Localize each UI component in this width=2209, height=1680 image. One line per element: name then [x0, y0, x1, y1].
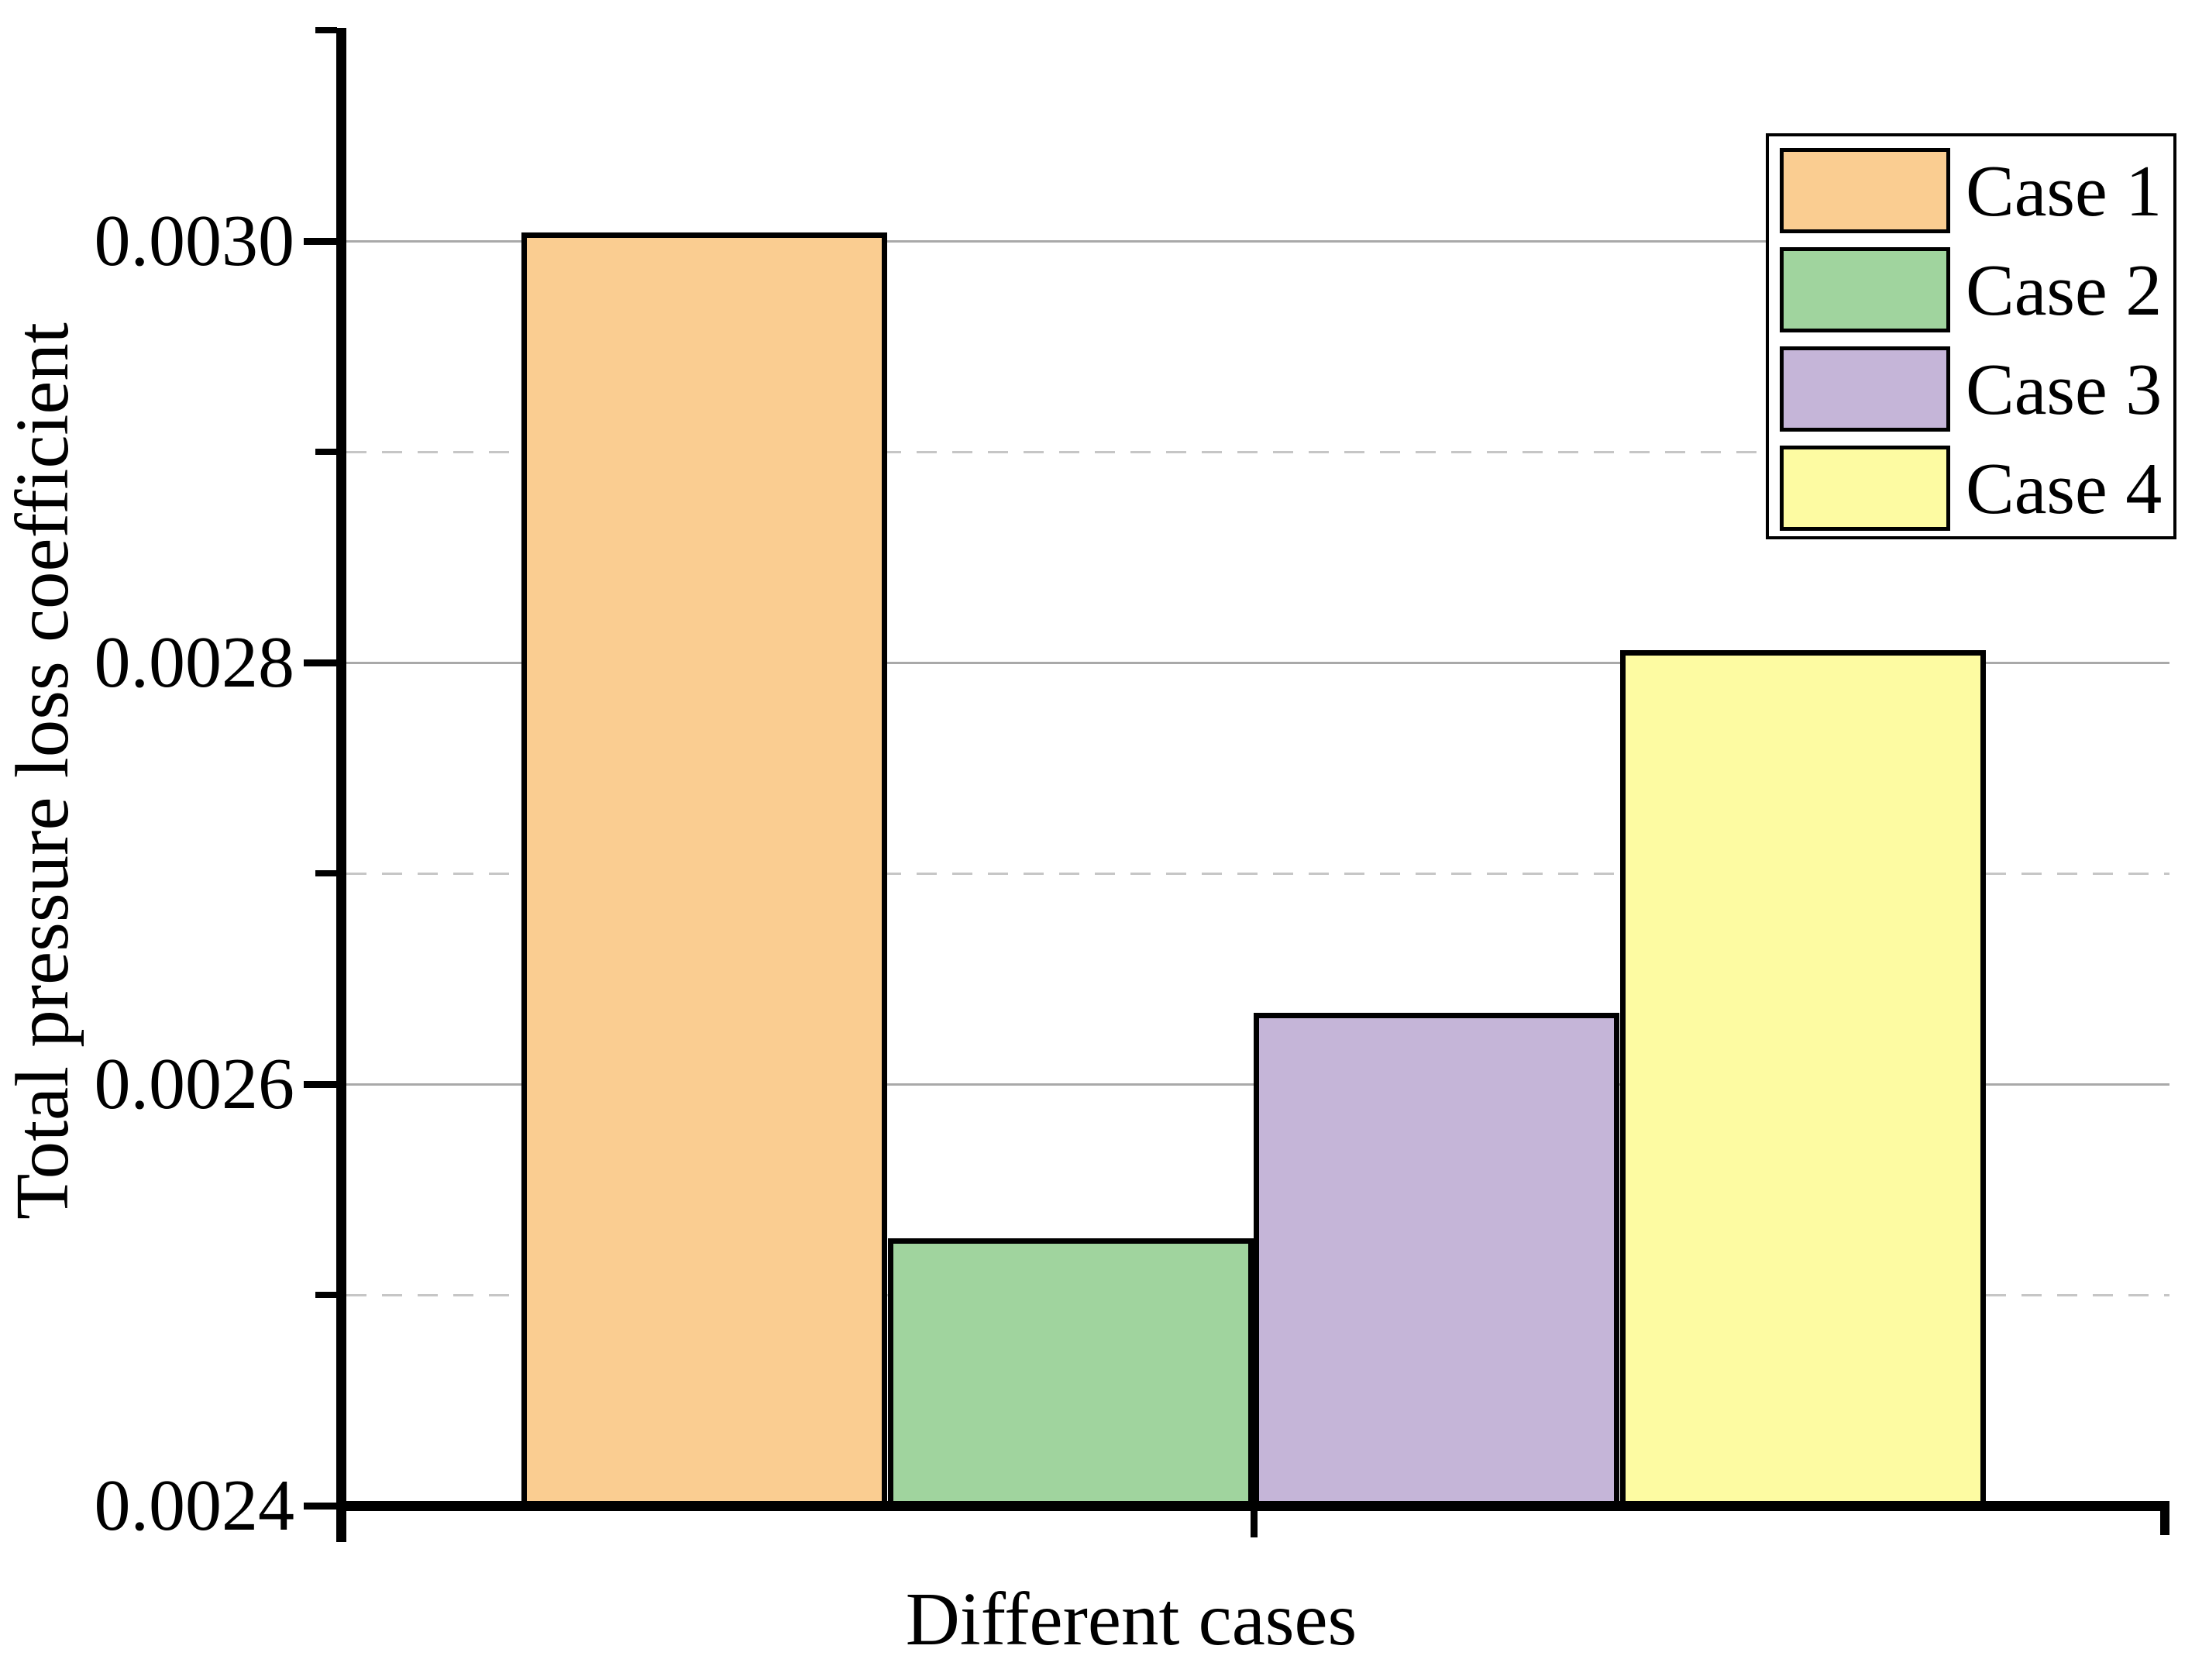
legend-row-case-3: Case 3 [1769, 346, 2173, 432]
legend-row-case-4: Case 4 [1769, 446, 2173, 531]
x-axis-end-tick [2160, 1506, 2169, 1535]
y-tick-minor-0031 [315, 27, 337, 33]
bar-case-2 [888, 1238, 1254, 1511]
y-tick-major-0026 [304, 1081, 337, 1088]
legend-row-case-1: Case 1 [1769, 148, 2173, 233]
legend-swatch-case-4 [1780, 446, 1950, 531]
legend-row-case-2: Case 2 [1769, 247, 2173, 332]
y-tick-major-0028 [304, 659, 337, 666]
y-tick-minor-0027 [315, 870, 337, 876]
y-axis-title: Total pressure loss coefficient [1, 322, 84, 1220]
x-axis-title: Different cases [905, 1578, 1357, 1661]
y-tick-label-0028: 0.0028 [94, 622, 295, 703]
gridline-minor-0027 [346, 873, 2169, 875]
gridline-major-0028 [346, 662, 2169, 664]
y-tick-label-0030: 0.0030 [94, 201, 295, 281]
legend-label-case-3: Case 3 [1966, 349, 2163, 430]
legend-label-case-1: Case 1 [1966, 151, 2163, 232]
legend-swatch-case-2 [1780, 247, 1950, 332]
x-tick-center [1251, 1511, 1258, 1537]
y-tick-label-0026: 0.0026 [94, 1044, 295, 1124]
legend-swatch-case-1 [1780, 148, 1950, 233]
legend-swatch-case-3 [1780, 346, 1950, 432]
bar-case-1 [521, 232, 887, 1511]
y-tick-minor-0029 [315, 449, 337, 455]
bar-case-3 [1254, 1013, 1619, 1511]
x-axis-spine [336, 1501, 2169, 1511]
y-tick-major-0024 [304, 1503, 337, 1510]
legend: Case 1 Case 2 Case 3 Case 4 [1766, 133, 2176, 539]
gridline-minor-0029 [346, 451, 2169, 453]
y-tick-major-0030 [304, 238, 337, 245]
y-tick-minor-0025 [315, 1292, 337, 1298]
legend-label-case-2: Case 2 [1966, 250, 2163, 331]
legend-label-case-4: Case 4 [1966, 449, 2163, 529]
bar-case-4 [1620, 650, 1986, 1511]
gridline-major-0030 [346, 240, 2169, 243]
y-tick-label-0024: 0.0024 [94, 1465, 295, 1546]
y-axis-spine [336, 28, 346, 1542]
